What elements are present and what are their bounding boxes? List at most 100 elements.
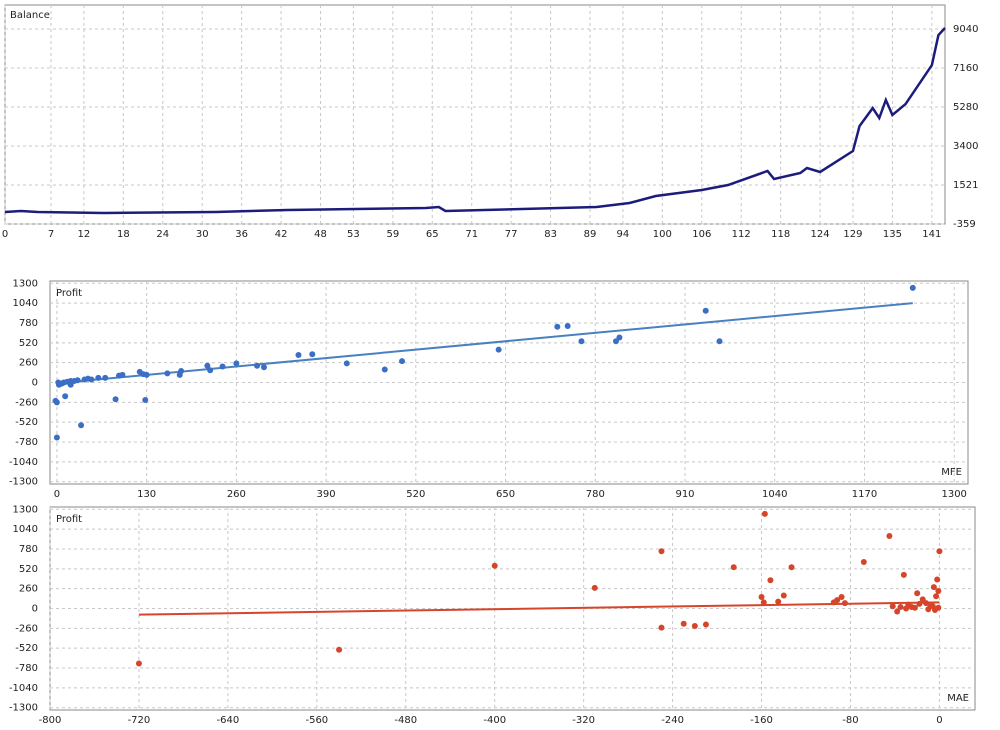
scatter-point	[730, 564, 737, 571]
y-tick-label: 1521	[953, 180, 978, 191]
y-tick-label: 520	[19, 564, 38, 575]
y-tick-label: -1300	[9, 477, 38, 488]
y-tick-label: -260	[15, 397, 38, 408]
x-tick-label: 260	[227, 489, 246, 500]
y-tick-label: -780	[15, 437, 38, 448]
scatter-point	[903, 605, 910, 612]
scatter-point	[53, 434, 60, 441]
scatter-point	[936, 548, 943, 555]
x-tick-label: -240	[661, 715, 684, 726]
scatter-point	[935, 587, 942, 594]
y-tick-label: 1300	[13, 278, 38, 289]
x-tick-label: 18	[117, 229, 130, 240]
x-tick-label: 106	[692, 229, 711, 240]
x-tick-label: 0	[54, 489, 60, 500]
y-tick-label: -359	[953, 219, 976, 230]
plot-frame	[4, 4, 946, 225]
scatter-point	[67, 381, 74, 388]
x-tick-label: -560	[305, 715, 328, 726]
y-axis-label: Profit	[56, 514, 82, 525]
scatter-point	[909, 284, 916, 291]
scatter-point	[929, 603, 936, 610]
x-tick-label: 36	[235, 229, 248, 240]
x-tick-label: 24	[156, 229, 169, 240]
scatter-point	[207, 367, 214, 374]
scatter-point	[95, 374, 102, 381]
x-tick-label: 520	[406, 489, 425, 500]
x-tick-label: 1300	[941, 489, 966, 500]
scatter-point	[491, 562, 498, 569]
x-tick-label: 129	[843, 229, 862, 240]
x-tick-label: -800	[39, 715, 62, 726]
scatter-point	[336, 646, 343, 653]
x-tick-label: 77	[505, 229, 518, 240]
x-tick-label: 48	[314, 229, 327, 240]
scatter-point	[760, 599, 767, 606]
y-tick-label: -1040	[9, 683, 38, 694]
scatter-point	[55, 379, 62, 386]
y-tick-label: 1040	[13, 524, 38, 535]
y-axis-label: Profit	[56, 288, 82, 299]
y-tick-label: -520	[15, 417, 38, 428]
scatter-point	[658, 624, 665, 631]
x-tick-label: 100	[653, 229, 672, 240]
x-tick-label: 59	[386, 229, 399, 240]
scatter-point	[780, 592, 787, 599]
scatter-point	[78, 422, 85, 429]
scatter-point	[894, 608, 901, 615]
scatter-point	[758, 594, 765, 601]
scatter-point	[260, 364, 267, 371]
balance-line	[4, 27, 946, 215]
scatter-point	[295, 352, 302, 359]
x-tick-label: 390	[317, 489, 336, 500]
scatter-point	[702, 621, 709, 628]
scatter-point	[925, 606, 932, 613]
scatter-point	[900, 571, 907, 578]
x-tick-label: 89	[584, 229, 597, 240]
y-tick-label: 260	[19, 358, 38, 369]
trend-line	[138, 601, 940, 616]
y-tick-label: -1040	[9, 457, 38, 468]
scatter-point	[889, 603, 896, 610]
scatter-point	[841, 600, 848, 607]
y-tick-label: 1300	[13, 504, 38, 515]
y-tick-label: -780	[15, 663, 38, 674]
x-tick-label: -640	[217, 715, 240, 726]
scatter-point	[164, 370, 171, 377]
scatter-point	[81, 376, 88, 383]
x-tick-label: 141	[922, 229, 941, 240]
scatter-point	[658, 548, 665, 555]
y-tick-label: 5280	[953, 102, 978, 113]
x-tick-label: 1040	[762, 489, 787, 500]
scatter-point	[591, 584, 598, 591]
x-axis-label: MAE	[947, 693, 969, 704]
scatter-point	[933, 593, 940, 600]
x-tick-label: -400	[483, 715, 506, 726]
scatter-point	[916, 600, 923, 607]
y-tick-label: 0	[32, 604, 38, 615]
y-tick-label: 520	[19, 338, 38, 349]
x-tick-label: -720	[128, 715, 151, 726]
x-tick-label: 42	[275, 229, 288, 240]
scatter-point	[178, 368, 185, 375]
x-tick-label: 118	[771, 229, 790, 240]
x-tick-label: 650	[496, 489, 515, 500]
scatter-point	[381, 366, 388, 373]
x-tick-label: 910	[675, 489, 694, 500]
scatter-point	[788, 564, 795, 571]
y-tick-label: -520	[15, 643, 38, 654]
y-tick-label: 780	[19, 544, 38, 555]
scatter-point	[116, 372, 123, 379]
y-tick-label: 7160	[953, 63, 978, 74]
x-tick-label: -80	[842, 715, 858, 726]
scatter-point	[838, 594, 845, 601]
x-tick-label: 135	[883, 229, 902, 240]
scatter-point	[716, 338, 723, 345]
x-tick-label: -480	[394, 715, 417, 726]
scatter-point	[923, 600, 930, 607]
scatter-point	[495, 346, 502, 353]
scatter-point	[860, 558, 867, 565]
scatter-point	[886, 533, 893, 539]
x-tick-label: 0	[2, 229, 8, 240]
